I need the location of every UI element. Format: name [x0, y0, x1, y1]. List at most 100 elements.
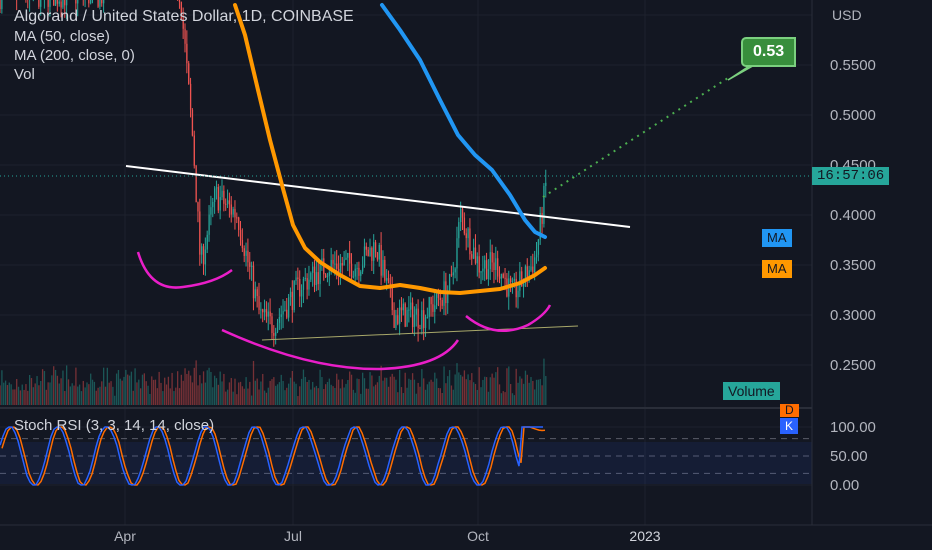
candle-body — [273, 333, 275, 336]
volume-bar — [493, 377, 495, 405]
volume-bar — [141, 374, 144, 405]
volume-bar — [265, 392, 268, 405]
price-tick-label: 0.2500 — [830, 357, 876, 374]
volume-bar — [77, 386, 79, 405]
legend-ma200[interactable]: MA (200, close, 0) — [14, 47, 135, 64]
candle-body — [54, 0, 57, 6]
volume-bar — [426, 384, 429, 405]
volume-bar — [437, 387, 440, 405]
axis-labels: USD0.55000.50000.45000.40000.35000.30000… — [114, 7, 876, 544]
volume-bar — [93, 381, 96, 405]
volume-bar — [343, 387, 345, 405]
volume-bar — [165, 384, 168, 405]
volume-bar — [456, 363, 458, 405]
volume-bar — [345, 383, 347, 405]
volume-bar — [197, 385, 199, 405]
legend-volume[interactable]: Vol — [14, 66, 35, 83]
volume-bar — [393, 376, 395, 405]
candle-body — [312, 266, 314, 273]
candle-body — [334, 263, 336, 265]
volume-bar — [104, 386, 107, 405]
volume-bar — [108, 382, 110, 405]
candle-body — [77, 0, 79, 4]
volume-bar — [258, 389, 260, 405]
volume-bar — [226, 389, 229, 405]
legend-ma50[interactable]: MA (50, close) — [14, 28, 110, 45]
volume-bar — [275, 385, 277, 405]
volume-bar — [243, 388, 245, 405]
candle-body — [208, 214, 210, 235]
volume-bar — [404, 372, 406, 405]
candle-body — [293, 281, 295, 310]
volume-bar — [482, 379, 484, 405]
volume-bar — [66, 365, 68, 405]
candle-body — [365, 246, 367, 250]
candle-body — [513, 278, 515, 281]
candle-body — [400, 307, 403, 311]
volume-bar — [534, 389, 536, 405]
volume-bar — [491, 373, 493, 405]
volume-bar — [56, 375, 59, 405]
volume-bar — [67, 379, 70, 405]
candle-body — [38, 0, 40, 7]
volume-bar — [16, 379, 18, 405]
volume-bar — [384, 377, 386, 405]
candle-body — [60, 1, 62, 8]
candle-body — [219, 197, 221, 211]
volume-bar — [267, 387, 269, 405]
volume-bar — [478, 367, 480, 405]
volume-bar — [204, 382, 207, 405]
volume-bar — [17, 386, 20, 405]
volume-bar — [428, 381, 430, 405]
volume-bar — [36, 376, 38, 405]
candle-body — [64, 0, 66, 6]
volume-bar — [178, 388, 181, 405]
volume-bar — [439, 388, 441, 405]
candle-body — [197, 202, 199, 212]
volume-bar — [454, 374, 456, 405]
stoch-rsi-lines — [0, 426, 546, 486]
candle-body — [500, 274, 503, 279]
volume-bar — [128, 375, 131, 405]
candle-body — [217, 187, 219, 211]
candle-body — [406, 310, 408, 327]
volume-bar — [175, 387, 177, 405]
candle-body — [238, 217, 240, 230]
candle-body — [251, 265, 253, 267]
volume-bar — [471, 373, 473, 405]
volume-bar — [21, 384, 23, 405]
candle-body — [263, 309, 266, 313]
volume-bar — [511, 393, 514, 405]
candle-body — [524, 266, 527, 284]
volume-bar — [25, 384, 27, 405]
price-tick-label: 0.3000 — [830, 307, 876, 324]
countdown-tag: 16:57:06 — [812, 167, 890, 185]
volume-bar — [376, 382, 379, 405]
candle-body — [386, 278, 388, 281]
volume-bar — [206, 370, 208, 405]
volume-bar — [535, 379, 538, 405]
right-shoulder-curve — [465, 304, 552, 332]
legend-stoch-rsi[interactable]: Stoch RSI (3, 3, 14, 14, close) — [14, 417, 215, 434]
candle-body — [201, 246, 203, 255]
target-price-label[interactable]: 0.53 — [741, 37, 797, 67]
volume-bar — [119, 378, 121, 405]
time-tick-label: Apr — [114, 528, 136, 544]
volume-bar — [14, 389, 16, 405]
candle-body — [282, 310, 284, 315]
volume-bar — [171, 372, 173, 405]
candle-body — [345, 257, 347, 260]
candle-body — [428, 297, 430, 317]
volume-bar — [215, 378, 218, 405]
candle-body — [522, 283, 525, 287]
volume-bar — [8, 382, 10, 405]
volume-bar — [130, 371, 133, 405]
volume-bar — [539, 379, 541, 405]
volume-bar — [193, 367, 195, 405]
candle-body — [535, 254, 538, 258]
volume-bar — [448, 370, 451, 405]
volume-bar — [121, 380, 123, 405]
volume-bar — [186, 373, 188, 405]
volume-bar — [537, 379, 540, 405]
